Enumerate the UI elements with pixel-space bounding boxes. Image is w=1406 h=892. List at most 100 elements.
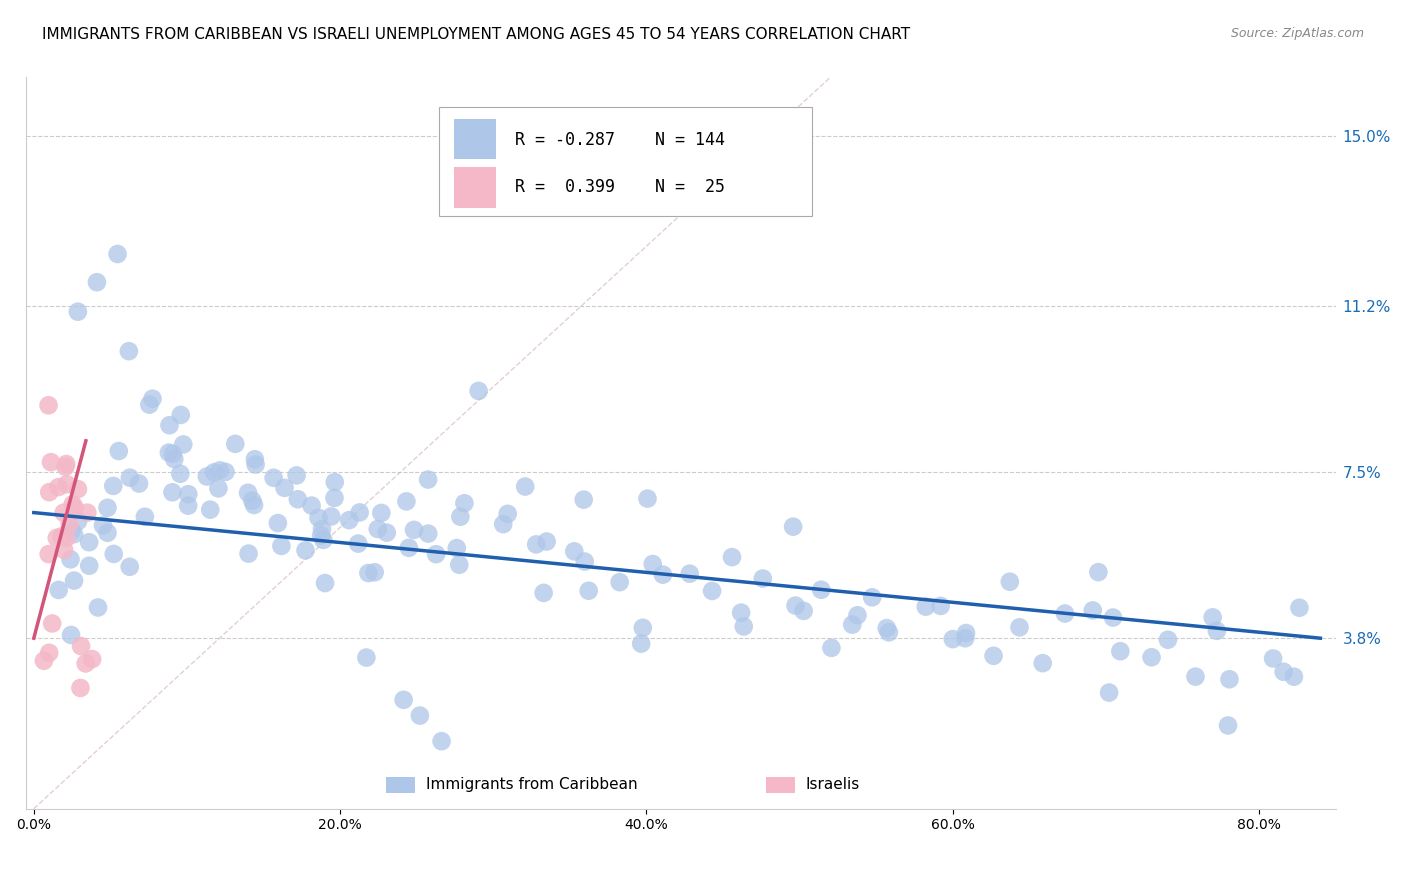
Point (163, 452, 186, 467)
Point (77, 558, 100, 573)
Point (162, 447, 184, 461)
Point (55, 459, 77, 474)
Point (301, 499, 323, 513)
Point (1102, 610, 1125, 624)
Text: R =  0.399    N =  25: R = 0.399 N = 25 (515, 178, 724, 196)
Point (955, 626, 977, 640)
Point (128, 476, 150, 491)
Point (810, 582, 832, 597)
Point (453, 496, 475, 510)
Point (53, 543, 76, 558)
Point (75, 657, 97, 671)
Point (536, 534, 558, 549)
Point (177, 499, 200, 513)
Point (1288, 600, 1310, 615)
Point (1032, 656, 1054, 670)
Point (224, 437, 246, 451)
Point (349, 505, 371, 519)
Point (321, 509, 343, 524)
Point (1081, 603, 1104, 617)
Point (67, 514, 90, 528)
Text: R = -0.287    N = 144: R = -0.287 N = 144 (515, 130, 724, 149)
Point (1157, 632, 1180, 647)
Point (953, 632, 976, 646)
Point (641, 557, 664, 571)
Point (914, 599, 936, 614)
Point (323, 475, 346, 489)
Point (59, 516, 82, 531)
Point (263, 471, 285, 485)
Point (103, 547, 125, 561)
Text: Source: ZipAtlas.com: Source: ZipAtlas.com (1230, 27, 1364, 40)
Point (51, 529, 73, 543)
Point (367, 522, 389, 536)
FancyBboxPatch shape (454, 120, 496, 160)
Point (66, 304, 89, 318)
Point (337, 513, 360, 527)
Point (449, 509, 471, 524)
Point (200, 502, 222, 516)
Point (285, 468, 308, 483)
Point (91, 518, 114, 533)
Point (395, 494, 418, 508)
Point (1140, 650, 1163, 665)
Point (416, 473, 439, 487)
Point (245, 458, 267, 472)
Point (370, 506, 392, 520)
Point (998, 574, 1021, 589)
Point (630, 637, 652, 651)
Text: Israelis: Israelis (806, 777, 859, 792)
Point (793, 604, 815, 618)
Point (32, 654, 55, 668)
Point (177, 487, 200, 501)
Point (449, 558, 471, 572)
Point (236, 485, 259, 500)
Point (118, 471, 141, 485)
Point (533, 586, 555, 600)
Point (524, 537, 547, 551)
Text: Immigrants from Caribbean: Immigrants from Caribbean (426, 777, 637, 792)
Point (467, 384, 489, 398)
Point (138, 398, 160, 412)
FancyBboxPatch shape (454, 168, 496, 208)
Point (418, 526, 440, 541)
FancyBboxPatch shape (766, 777, 794, 793)
Point (515, 479, 537, 493)
FancyBboxPatch shape (387, 777, 415, 793)
Point (1205, 624, 1227, 638)
Point (730, 606, 752, 620)
Point (574, 555, 596, 569)
Point (983, 648, 1005, 663)
Point (314, 576, 336, 591)
FancyBboxPatch shape (439, 107, 811, 217)
Point (48, 582, 70, 597)
Point (77, 535, 100, 549)
Point (76, 506, 98, 520)
Point (409, 708, 432, 723)
Point (347, 536, 370, 550)
Point (1272, 665, 1295, 679)
Point (48, 480, 70, 494)
Point (45, 531, 67, 545)
Point (425, 547, 447, 561)
Point (41, 616, 63, 631)
Point (721, 550, 744, 565)
Point (733, 619, 755, 633)
Point (267, 516, 290, 530)
Point (392, 693, 415, 707)
Point (207, 482, 229, 496)
Point (38, 547, 60, 561)
Point (1087, 565, 1109, 579)
Point (402, 523, 425, 537)
Point (238, 547, 260, 561)
Point (323, 491, 346, 505)
Point (69, 681, 91, 695)
Text: IMMIGRANTS FROM CARIBBEAN VS ISRAELI UNEMPLOYMENT AMONG AGES 45 TO 54 YEARS CORR: IMMIGRANTS FROM CARIBBEAN VS ISRAELI UNE… (42, 27, 910, 42)
Point (631, 621, 654, 635)
Point (356, 650, 378, 665)
Point (929, 599, 952, 613)
Point (287, 492, 309, 507)
Point (162, 485, 184, 500)
Point (375, 525, 398, 540)
Point (308, 510, 330, 524)
